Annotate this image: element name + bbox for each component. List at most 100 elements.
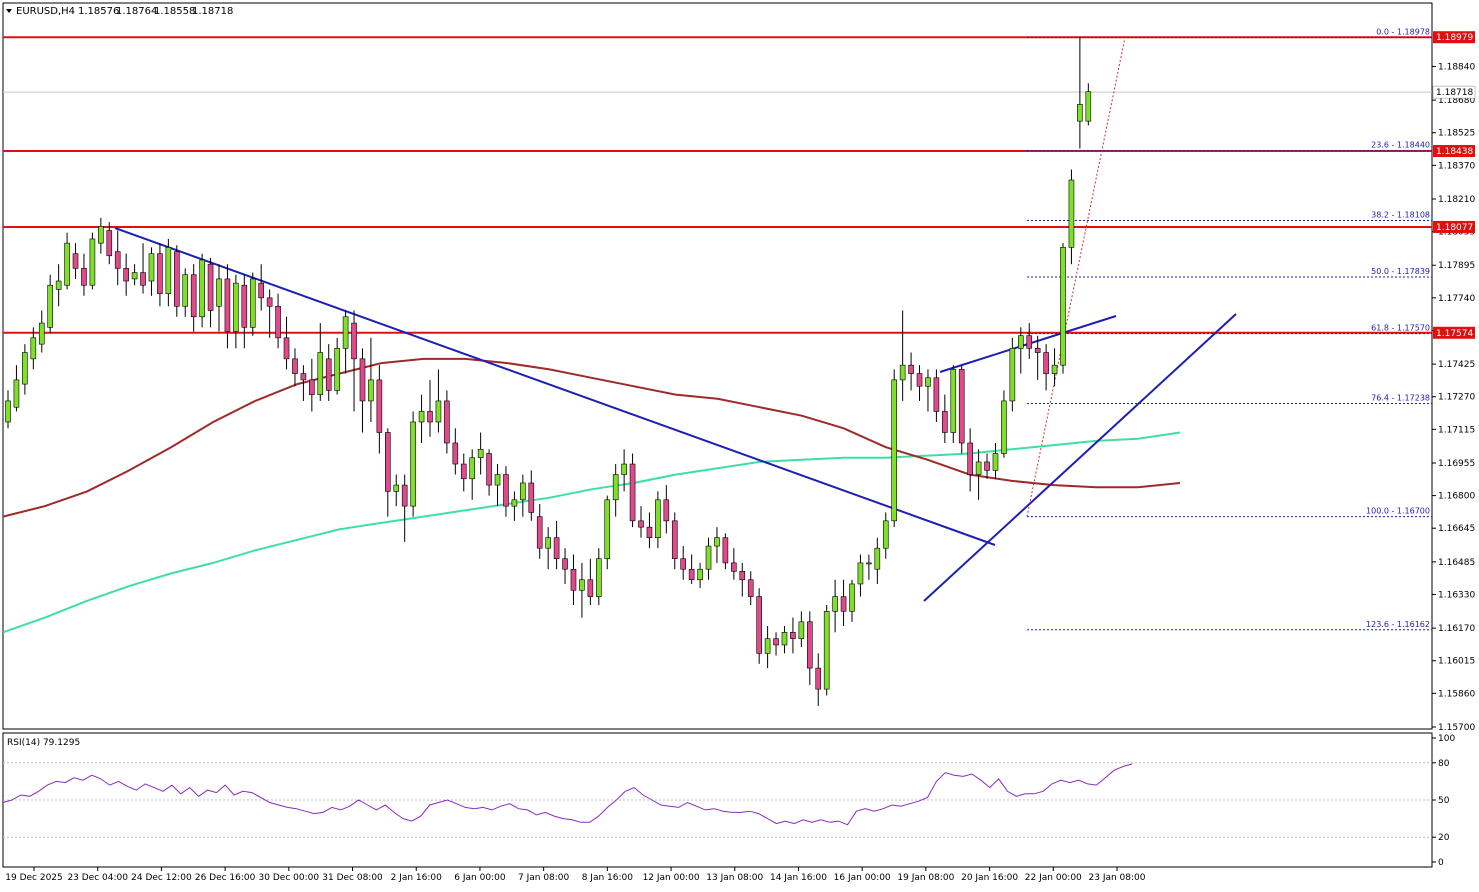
time-tick-label: 16 Jan 00:00 — [834, 873, 891, 883]
time-tick-label: 12 Jan 00:00 — [643, 873, 700, 883]
candle-bull — [925, 377, 931, 387]
rsi-panel — [2, 732, 1433, 868]
rsi-tick-label: 50 — [1438, 796, 1450, 806]
candle-bear — [174, 251, 180, 307]
fib-level-label: 23.6 - 1.18440 — [1371, 141, 1430, 150]
candle-bull — [705, 545, 712, 570]
time-tick-label: 14 Jan 16:00 — [770, 873, 827, 883]
level-tag — [1433, 326, 1475, 339]
time-tick-label: 13 Jan 08:00 — [706, 873, 763, 883]
price-tick-label: 1.17895 — [1438, 261, 1475, 271]
fib-level-label: 38.2 - 1.18108 — [1371, 210, 1430, 219]
candle-bull — [612, 474, 619, 501]
time-tick-label: 22 Jan 00:00 — [1025, 873, 1082, 883]
candle-bull — [47, 284, 54, 328]
price-tick-label: 1.15700 — [1438, 723, 1475, 733]
rsi-tick-label: 0 — [1438, 858, 1444, 868]
candle-bull — [604, 499, 611, 560]
candle-bear — [1043, 352, 1049, 374]
price-tick-label: 1.16015 — [1438, 657, 1475, 667]
candle-bull — [233, 282, 239, 332]
price-tick-label: 1.16955 — [1438, 459, 1475, 469]
candle-bull — [975, 461, 982, 475]
candle-bull — [866, 562, 872, 565]
current-price-label: 1.18718 — [1436, 88, 1473, 98]
candle-bear — [190, 274, 197, 318]
candle-bull — [199, 259, 205, 318]
candle-bull — [334, 348, 340, 391]
candle-bull — [30, 337, 37, 360]
rsi-tick-label: 100 — [1438, 734, 1455, 744]
candle-bear — [790, 632, 796, 639]
candle-bear — [840, 596, 847, 612]
level-tag — [1433, 145, 1475, 158]
level-tag-label: 1.18979 — [1436, 33, 1473, 43]
time-tick-label: 19 Dec 2025 — [5, 873, 63, 883]
header-close: 1.18718 — [192, 6, 233, 17]
candle-bull — [342, 316, 349, 349]
time-axis: 19 Dec 2025 23 Dec 04:00 24 Dec 12:00 26 De… — [5, 867, 1146, 883]
candle-bull — [1077, 104, 1083, 122]
candle-bear — [967, 442, 973, 475]
ma-green-line — [2, 431, 1181, 634]
time-tick-label: 8 Jan 16:00 — [582, 873, 634, 883]
candle-bull — [469, 457, 476, 480]
candle-bull — [131, 272, 138, 280]
candle-bear — [106, 230, 113, 257]
candle-bear — [460, 463, 467, 480]
candle-bull — [216, 278, 222, 307]
rsi-line — [2, 763, 1133, 826]
fib-level-label: 100.0 - 1.16700 — [1366, 507, 1430, 516]
candle-bear — [570, 568, 577, 591]
candle-bear — [528, 482, 535, 513]
candle-bull — [165, 247, 172, 294]
candle-bull — [1009, 348, 1016, 402]
time-tick-label: 6 Jan 00:00 — [454, 873, 506, 883]
candle-bear — [638, 520, 644, 528]
candle-bear — [207, 263, 214, 311]
candle-bull — [891, 379, 898, 522]
candle-bull — [545, 537, 551, 549]
level-tag-label: 1.18438 — [1436, 147, 1473, 157]
candle-bear — [300, 373, 307, 381]
candle-bear — [444, 400, 450, 444]
candle-bull — [89, 238, 96, 286]
time-tick-label: 24 Dec 12:00 — [131, 873, 192, 883]
candle-bull — [992, 453, 999, 471]
level-tag-label: 1.18077 — [1436, 223, 1473, 233]
candle-bear — [629, 463, 636, 522]
candle-bull — [1017, 335, 1024, 349]
price-tick-label: 1.18525 — [1438, 129, 1475, 139]
price-tick-label: 1.18680 — [1438, 96, 1475, 106]
time-tick-label: 31 Dec 08:00 — [322, 873, 383, 883]
price-tick-label: 1.17270 — [1438, 393, 1475, 403]
price-tick-label: 1.17740 — [1438, 294, 1475, 304]
candle-bear — [258, 282, 265, 299]
candle-bull — [477, 449, 484, 459]
moving-averages — [2, 357, 1181, 634]
rsi-indicator: 100 80 50 20 0 — [2, 734, 1455, 868]
candle-bull — [764, 638, 771, 654]
price-axis: 1.18840 1.18680 1.18525 1.18370 1.18210 1.180… — [1432, 62, 1475, 733]
candle-bear — [773, 638, 779, 646]
candle-bear — [722, 537, 729, 564]
collapse-triangle-icon[interactable] — [6, 9, 12, 13]
candle-bear — [908, 364, 914, 374]
candle-bear — [671, 520, 678, 560]
price-tick-label: 1.18210 — [1438, 195, 1475, 205]
candle-bull — [1085, 91, 1092, 122]
candle-bear — [536, 516, 543, 549]
time-tick-label: 30 Dec 00:00 — [259, 873, 320, 883]
candle-bull — [950, 369, 957, 433]
candle-bear — [275, 305, 281, 339]
candle-bull — [64, 242, 70, 286]
candle-bull — [1051, 364, 1058, 374]
price-tick-label: 1.16800 — [1438, 492, 1475, 502]
candle-bear — [562, 558, 568, 570]
candle-bull — [13, 379, 20, 408]
candle-bull — [520, 482, 526, 501]
candle-bear — [680, 558, 687, 570]
current-price-tag — [1432, 85, 1476, 99]
